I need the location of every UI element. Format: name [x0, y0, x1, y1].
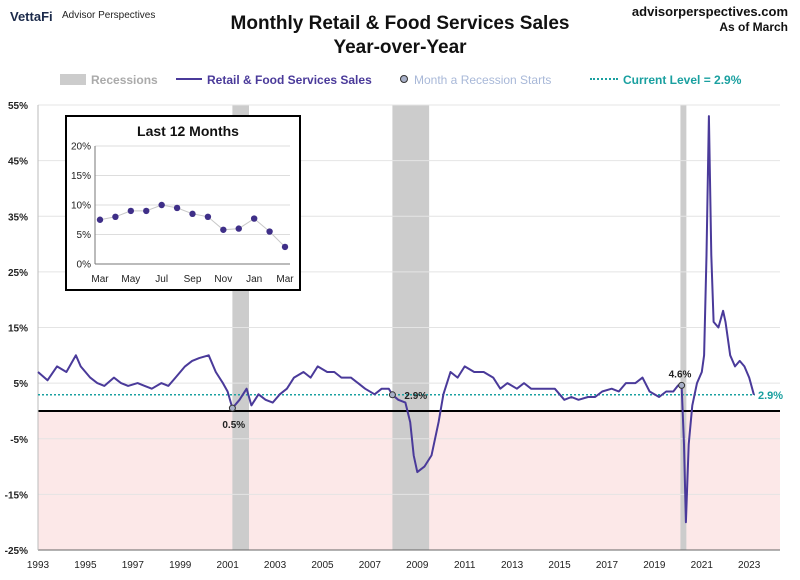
- y-tick-label: 25%: [8, 268, 28, 279]
- x-tick-label: 2009: [406, 560, 429, 571]
- y-tick-label: 15%: [8, 324, 28, 335]
- recession-start-marker: [678, 381, 686, 389]
- recession-start-label: 4.6%: [669, 369, 692, 380]
- legend-recession-swatch: [60, 74, 86, 85]
- x-tick-label: 1993: [27, 560, 50, 571]
- inset-point: [143, 207, 150, 215]
- inset-y-tick-label: 15%: [71, 171, 91, 182]
- legend-series-label: Retail & Food Services Sales: [207, 73, 372, 87]
- chart-title-line1: Monthly Retail & Food Services Sales: [230, 13, 570, 34]
- inset-y-tick-label: 20%: [71, 142, 91, 153]
- legend-marker-dot: [400, 75, 408, 83]
- inset-x-tick-label: Mar: [91, 274, 109, 285]
- inset-x-tick-label: Mar: [276, 274, 294, 285]
- legend-series: Retail & Food Services Sales: [176, 73, 372, 87]
- y-tick-label: 35%: [8, 212, 28, 223]
- brand-logo: VettaFi: [10, 9, 53, 24]
- recession-start-label: 0.5%: [222, 420, 245, 431]
- legend-current-label: Current Level = 2.9%: [623, 73, 742, 87]
- legend-recessions: Recessions: [60, 73, 158, 87]
- x-tick-label: 2021: [691, 560, 714, 571]
- legend: Recessions Retail & Food Services Sales …: [0, 73, 800, 89]
- x-tick-label: 2019: [643, 560, 666, 571]
- inset-point: [220, 226, 227, 233]
- inset-point: [250, 215, 258, 222]
- inset-frame: [65, 115, 301, 291]
- inset-x-tick-label: Jan: [246, 274, 262, 285]
- y-tick-label: 45%: [8, 157, 28, 168]
- y-tick-label: -5%: [10, 435, 28, 446]
- recession-start-label: 2.9%: [404, 391, 427, 402]
- inset-x-tick-label: May: [121, 274, 140, 285]
- y-tick-label: 55%: [8, 101, 28, 112]
- inset-point: [158, 201, 165, 209]
- inset-point: [96, 216, 104, 223]
- legend-recession-start: Month a Recession Starts: [400, 73, 551, 87]
- x-tick-label: 2001: [217, 560, 240, 571]
- legend-series-line: [176, 78, 202, 80]
- legend-recessions-label: Recessions: [91, 73, 158, 87]
- inset-x-tick-label: Sep: [184, 274, 202, 285]
- y-tick-label: -25%: [5, 546, 28, 557]
- x-tick-label: 2005: [311, 560, 334, 571]
- recession-start-marker: [388, 391, 396, 399]
- inset-title: Last 12 Months: [137, 123, 239, 139]
- x-tick-label: 2013: [501, 560, 524, 571]
- x-tick-label: 2003: [264, 560, 287, 571]
- x-tick-label: 2015: [548, 560, 571, 571]
- inset-point: [127, 207, 135, 215]
- inset-y-tick-label: 10%: [71, 201, 91, 212]
- inset-chart: Last 12 Months 20% 15% 10% 5% 0% Mar May Jul Sep N…: [65, 115, 301, 291]
- site-name: advisorperspectives.com: [631, 4, 788, 19]
- inset-point: [204, 213, 212, 220]
- inset-x-tick-label: Nov: [214, 274, 232, 285]
- as-of-label: As of March: [719, 20, 788, 34]
- legend-recession-start-label: Month a Recession Starts: [414, 73, 552, 87]
- inset-point: [235, 225, 242, 232]
- legend-current: Current Level = 2.9%: [590, 73, 741, 87]
- recession-start-marker: [228, 404, 236, 412]
- chart-title: Monthly Retail & Food Services Sales Yea…: [0, 12, 800, 60]
- x-tick-label: 2007: [359, 560, 382, 571]
- brand-subtitle: Advisor Perspectives: [62, 10, 156, 21]
- inset-point: [173, 204, 181, 212]
- chart-title-line2: Year-over-Year: [333, 37, 467, 58]
- inset-point: [189, 210, 196, 218]
- y-tick-label: -15%: [5, 490, 28, 501]
- x-tick-label: 1999: [169, 560, 192, 571]
- y-tick-label: 5%: [14, 379, 29, 390]
- legend-current-line: [590, 78, 618, 80]
- inset-point: [281, 243, 289, 251]
- x-tick-label: 2011: [454, 560, 476, 571]
- x-tick-label: 2017: [596, 560, 619, 571]
- inset-point: [112, 213, 119, 220]
- x-tick-label: 2023: [738, 560, 761, 571]
- current-level-label: 2.9%: [758, 390, 783, 402]
- inset-y-tick-label: 0%: [77, 260, 92, 271]
- x-tick-label: 1995: [74, 560, 97, 571]
- series-line-retail-sales: [37, 115, 755, 524]
- inset-point: [266, 228, 273, 235]
- inset-x-tick-label: Jul: [155, 274, 168, 285]
- x-tick-label: 1997: [122, 560, 145, 571]
- inset-y-tick-label: 5%: [77, 230, 92, 241]
